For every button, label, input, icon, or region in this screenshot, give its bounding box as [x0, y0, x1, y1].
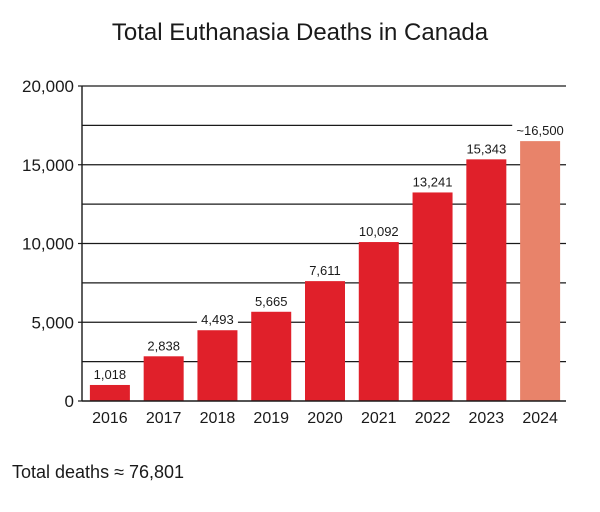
bars [89, 141, 561, 401]
x-tick-label: 2019 [253, 410, 289, 427]
data-label-bg [143, 338, 185, 354]
data-label-2017: 2,838 [147, 338, 180, 353]
y-tick-label: 15,000 [22, 156, 74, 175]
bar-2023 [466, 159, 507, 401]
x-tick-label: 2023 [469, 410, 505, 427]
data-label-bg [354, 224, 403, 240]
x-tick-label: 2024 [522, 410, 558, 427]
data-label-2022: 13,241 [413, 174, 453, 189]
data-label-bg [196, 312, 238, 328]
x-tick-label: 2021 [361, 410, 397, 427]
bar-2020 [305, 281, 345, 401]
data-label-2019: 5,665 [255, 294, 288, 309]
data-label-bg [408, 174, 457, 190]
data-label-bg [512, 123, 569, 139]
bar-2016 [89, 384, 130, 401]
chart-title: Total Euthanasia Deaths in Canada [112, 19, 489, 46]
x-axis-categories: 2016 2017 2018 2019 2020 2021 2022 2023 2024 [92, 410, 558, 427]
data-label-2018: 4,493 [201, 312, 234, 327]
data-label-bg [462, 141, 511, 157]
bar-2017 [143, 356, 184, 401]
y-tick-label: 10,000 [22, 235, 74, 254]
data-label-2020: 7,611 [309, 263, 341, 278]
data-label-2023: 15,343 [466, 141, 506, 156]
bar-2024 [520, 141, 561, 401]
bar-2018 [197, 330, 238, 401]
bar-2021 [358, 242, 399, 401]
x-tick-label: 2017 [146, 410, 182, 427]
data-label-bg [304, 263, 346, 279]
x-tick-label: 2016 [92, 410, 128, 427]
y-tick-label: 5,000 [31, 313, 74, 332]
data-label-bg [89, 366, 131, 382]
y-tick-label: 0 [65, 392, 74, 411]
data-label-2021: 10,092 [359, 224, 399, 239]
bar-2019 [251, 311, 292, 401]
data-label-bg [250, 293, 292, 309]
total-deaths-note: Total deaths ≈ 76,801 [12, 462, 185, 482]
x-tick-label: 2018 [200, 410, 236, 427]
bar-2022 [412, 192, 453, 401]
data-label-2024: ~16,500 [516, 123, 563, 138]
x-tick-label: 2020 [307, 410, 343, 427]
data-labels: 1,018 2,838 4,493 5,665 7,611 10,092 13,241 15,… [89, 123, 569, 382]
y-tick-label: 20,000 [22, 77, 74, 96]
x-tick-label: 2022 [415, 410, 451, 427]
y-axis-ticks: 0 5,000 10,000 15,000 20,000 [22, 77, 82, 411]
data-label-2016: 1,018 [94, 367, 127, 382]
